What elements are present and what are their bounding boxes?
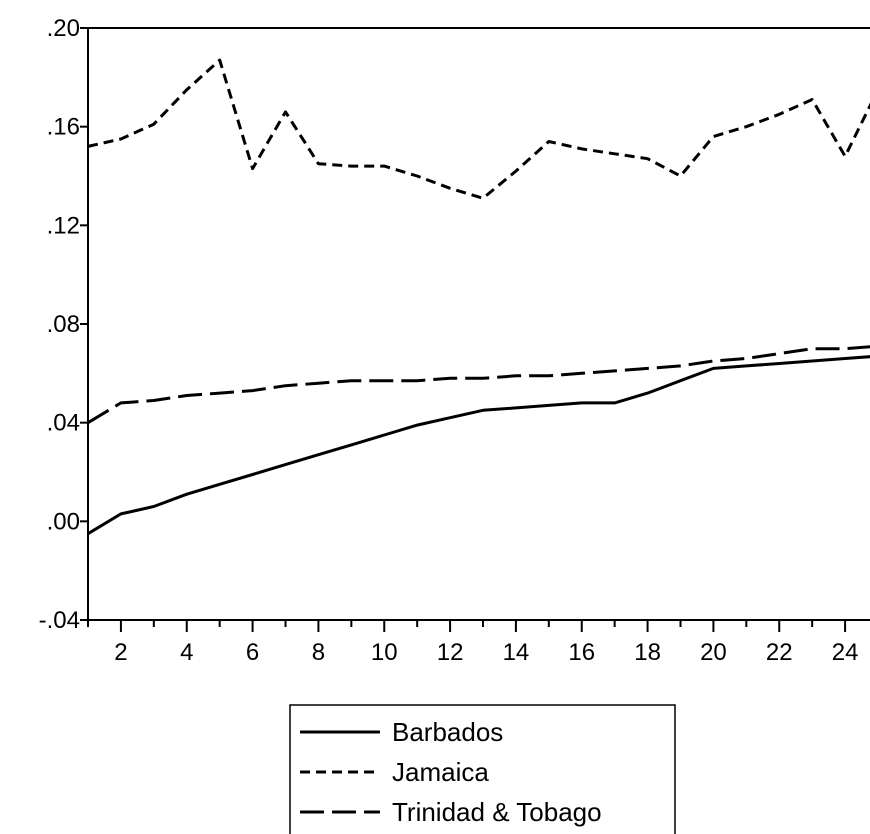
x-tick-label: 8 [312, 639, 325, 666]
x-tick-label: 6 [246, 639, 259, 666]
series-line-trinidad-tobago [87, 345, 870, 424]
series-line-jamaica [87, 58, 870, 200]
y-tick-label: .00 [47, 508, 80, 535]
x-tick-label: 2 [114, 639, 127, 666]
y-tick-label: -.04 [39, 607, 80, 634]
x-tick-label: 18 [634, 639, 661, 666]
legend: Barbados Jamaica Trinidad & Tobago [289, 704, 676, 834]
y-tick-label: .08 [47, 311, 80, 338]
series-layer [87, 58, 870, 535]
x-tick-label: 14 [503, 639, 530, 666]
legend-label-jamaica: Jamaica [392, 757, 489, 787]
x-tick-label: 22 [766, 639, 793, 666]
y-tick-label: .04 [47, 410, 80, 437]
x-tick-label: 20 [700, 639, 727, 666]
legend-label-barbados: Barbados [392, 717, 503, 747]
legend-label-trinidad-tobago: Trinidad & Tobago [392, 797, 602, 827]
x-axis: 2 4 6 8 10 12 14 16 18 20 22 24 [87, 620, 859, 666]
x-tick-label: 24 [832, 639, 859, 666]
x-tick-label: 12 [437, 639, 464, 666]
x-tick-label: 4 [180, 639, 193, 666]
y-tick-label: .12 [47, 212, 80, 239]
y-axis: -.04 .00 .04 .08 .12 .16 .20 [39, 15, 88, 634]
x-tick-label: 10 [371, 639, 398, 666]
y-tick-label: .20 [47, 15, 80, 42]
plot-frame [87, 27, 870, 621]
series-line-barbados [87, 355, 870, 535]
y-tick-label: .16 [47, 114, 80, 141]
x-tick-label: 16 [568, 639, 595, 666]
